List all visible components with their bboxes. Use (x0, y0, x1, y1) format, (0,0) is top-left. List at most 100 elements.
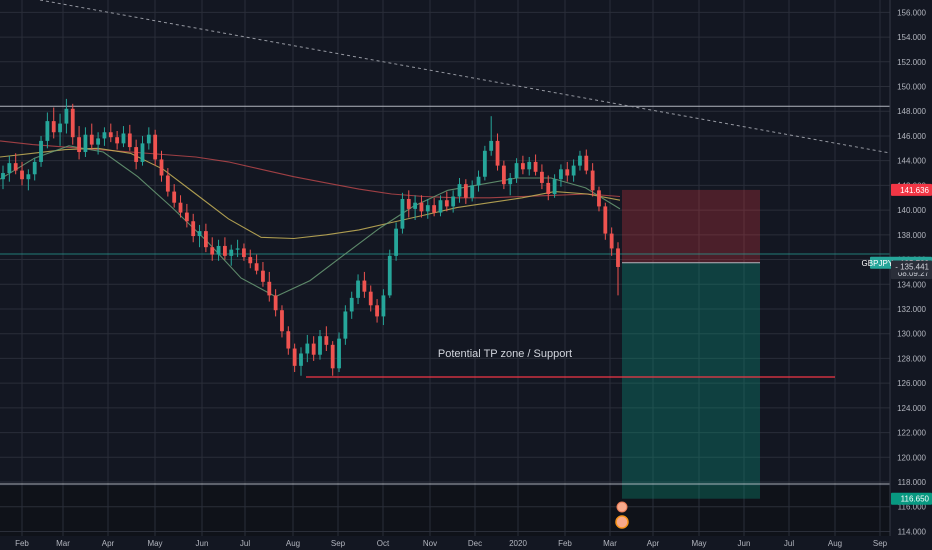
price-tick-label: 154.000 (897, 33, 926, 42)
candle-body (39, 140, 43, 162)
time-tick-label: Sep (873, 539, 888, 548)
candle-body (349, 297, 354, 312)
price-tick-label: 132.000 (897, 305, 926, 314)
candle-body (242, 248, 246, 258)
price-tick-label: 146.000 (897, 132, 926, 141)
candle-body (83, 134, 88, 153)
candle-body (368, 291, 373, 306)
candle-body (565, 169, 570, 176)
candle-body (32, 161, 37, 175)
trend-lines[interactable] (0, 0, 891, 485)
candle-body (578, 155, 582, 166)
price-tick-label: 116.000 (898, 503, 927, 512)
candle-body (51, 121, 56, 133)
price-tick-label: 122.000 (897, 429, 926, 438)
time-tick-label: 2020 (509, 539, 527, 548)
price-tick-label: 128.000 (897, 354, 926, 363)
stop-price-tag-label: 141.636 (900, 186, 929, 195)
moving-average-line (0, 140, 621, 199)
last-price-tag-bg (891, 260, 932, 273)
candle-body (495, 140, 500, 166)
price-tick-label: 140.000 (897, 206, 926, 215)
candle-body (603, 206, 608, 234)
candle-body (280, 310, 284, 332)
candle-body (1, 173, 5, 180)
candle-body (7, 163, 12, 174)
candle-body (210, 247, 215, 255)
candle-body (419, 202, 424, 212)
candle-body (463, 184, 468, 198)
candle-body (609, 233, 614, 249)
candle-body (616, 248, 620, 267)
candle-body (425, 205, 430, 212)
moving-average-line (0, 147, 621, 240)
price-tick-label: 126.000 (897, 379, 926, 388)
support-annotation[interactable]: Potential TP zone / Support (438, 348, 572, 360)
event-marker-icon[interactable] (616, 501, 628, 513)
candle-body (305, 343, 310, 354)
time-tick-label: Jul (784, 539, 794, 548)
candle-body (406, 198, 411, 209)
time-tick-label: Aug (828, 539, 842, 548)
candle-body (121, 133, 126, 144)
candle-body (153, 134, 158, 160)
candle-body (337, 338, 341, 369)
candle-body (413, 202, 418, 209)
candle-body (444, 200, 449, 207)
candle-body (197, 231, 202, 237)
event-markers[interactable] (615, 501, 629, 529)
candle-body (343, 311, 348, 339)
position-zones[interactable] (622, 189, 760, 499)
candle-body (267, 281, 272, 296)
time-tick-label: Jun (738, 539, 751, 548)
stop-price-tag-bg (891, 183, 932, 196)
candle-body (299, 353, 303, 366)
price-tick-label: 134.000 (897, 280, 926, 289)
stop-loss-zone[interactable] (622, 189, 760, 263)
candle-body (457, 184, 462, 197)
candle-body (546, 182, 551, 195)
candle-body (520, 163, 525, 170)
grid (0, 0, 890, 536)
event-marker-icon[interactable] (615, 515, 629, 529)
candle-body (248, 257, 253, 264)
candle-body (20, 170, 24, 180)
candles (1, 98, 620, 376)
candle-body (108, 132, 113, 138)
candle-body (64, 108, 69, 124)
time-tick-label: Sep (331, 539, 346, 548)
candle-body (311, 343, 316, 355)
candle-body (451, 196, 456, 207)
candle-body (584, 155, 589, 171)
candle-body (254, 263, 259, 271)
price-tick-label: 144.000 (897, 157, 926, 166)
candle-body (223, 245, 227, 256)
price-tick-label: 138.000 (897, 231, 926, 240)
candle-body (514, 163, 519, 178)
candle-body (115, 137, 120, 144)
candle-body (394, 228, 398, 256)
candle-body (146, 134, 151, 144)
time-tick-label: May (147, 539, 162, 548)
time-tick-label: Mar (56, 539, 70, 548)
last-price-tag-label: - 135.441 (895, 262, 929, 271)
time-axis-labels: Feb Mar Apr May Jun Jul Aug Sep Oct Nov Dec 2020 Feb… (15, 539, 888, 548)
candle-body (489, 140, 494, 151)
candle-body (165, 175, 170, 192)
candle-body (229, 249, 234, 256)
take-profit-zone[interactable] (622, 262, 760, 499)
price-tick-label: 114.000 (898, 527, 927, 536)
candle-body (77, 137, 81, 153)
candle-body (216, 245, 221, 255)
candle-body (482, 150, 487, 177)
candle-body (70, 108, 75, 138)
candle-body (470, 185, 475, 198)
candle-body (330, 344, 335, 369)
candle-body (127, 133, 132, 148)
candle-body (597, 190, 601, 207)
candle-body (533, 161, 538, 172)
candle-body (26, 174, 31, 180)
candle-body (292, 348, 297, 366)
candle-body (356, 280, 360, 298)
